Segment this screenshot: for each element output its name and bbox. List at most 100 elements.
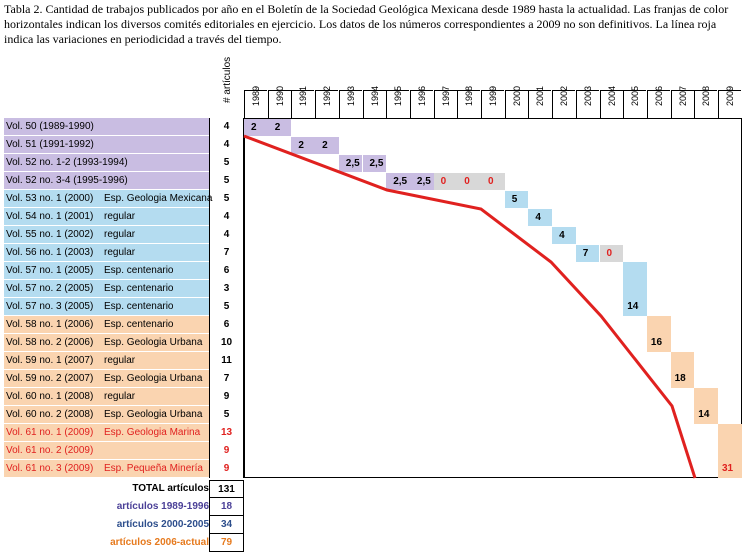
- year-cell: 0: [481, 173, 505, 190]
- volume-label: Vol. 53 no. 1 (2000): [6, 193, 94, 204]
- total-value: 18: [209, 498, 244, 516]
- article-count: 7: [209, 370, 244, 388]
- issue-type: regular: [104, 247, 136, 258]
- issue-type: Esp. centenario: [104, 301, 174, 312]
- issue-type: Esp. Geologia Urbana: [104, 373, 203, 384]
- year-header-2001: 2001: [528, 86, 552, 118]
- table-row: Vol. 58 no. 1 (2006) Esp. centenario: [4, 316, 209, 334]
- volume-label: Vol. 54 no. 1 (2001): [6, 211, 94, 222]
- issue-type: regular: [104, 355, 136, 366]
- article-count: 5: [209, 190, 244, 208]
- issue-type: Esp. centenario: [104, 283, 174, 294]
- article-count: 4: [209, 136, 244, 154]
- total-label: artículos 2000-2005: [116, 519, 209, 530]
- volume-label: Vol. 59 no. 1 (2007): [6, 355, 94, 366]
- year-cell: 2,5: [362, 155, 387, 172]
- article-count: 9: [209, 442, 244, 460]
- year-cell: 2,5: [386, 173, 410, 190]
- total-label: TOTAL artículos: [132, 483, 209, 494]
- year-header-1996: 1996: [409, 86, 433, 118]
- issue-type: Esp. centenario: [104, 265, 174, 276]
- article-count: 5: [209, 154, 244, 172]
- volume-label: Vol. 55 no. 1 (2002): [6, 229, 94, 240]
- table-row: Vol. 59 no. 1 (2007) regular: [4, 352, 209, 370]
- year-span-cell: 14: [623, 262, 647, 316]
- year-header-1993: 1993: [338, 86, 362, 118]
- year-cell: 4: [528, 209, 553, 226]
- volume-label: Vol. 57 no. 1 (2005): [6, 265, 94, 276]
- issue-type: Esp. Geologia Urbana: [104, 409, 203, 420]
- volume-label: Vol. 61 no. 2 (2009): [6, 445, 94, 456]
- volume-label: Vol. 59 no. 2 (2007): [6, 373, 94, 384]
- article-count: 6: [209, 316, 244, 334]
- table-row: Vol. 61 no. 2 (2009): [4, 442, 209, 460]
- issue-type: regular: [104, 391, 136, 402]
- volume-label: Vol. 56 no. 1 (2003): [6, 247, 94, 258]
- article-count: 9: [209, 460, 244, 478]
- year-span-cell: 14: [694, 388, 718, 424]
- table-row: Vol. 52 no. 3-4 (1995-1996): [4, 172, 209, 190]
- article-count: 11: [209, 352, 244, 370]
- year-header-2004: 2004: [599, 86, 623, 118]
- issue-type: Esp. Pequeña Minería: [104, 463, 203, 474]
- total-value: 131: [209, 480, 244, 498]
- article-count: 4: [209, 118, 244, 136]
- volume-label: Vol. 52 no. 3-4 (1995-1996): [6, 175, 128, 186]
- article-count: 4: [209, 208, 244, 226]
- year-cell: 2: [291, 137, 316, 154]
- table-row: Vol. 54 no. 1 (2001) regular: [4, 208, 209, 226]
- year-span-cell: 31: [718, 424, 742, 478]
- table-row: Vol. 57 no. 2 (2005) Esp. centenario: [4, 280, 209, 298]
- table-row: Vol. 59 no. 2 (2007) Esp. Geologia Urbana: [4, 370, 209, 388]
- table-row: Vol. 57 no. 3 (2005) Esp. centenario: [4, 298, 209, 316]
- total-label: artículos 1989-1996: [116, 501, 209, 512]
- total-value: 79: [209, 534, 244, 552]
- table-row: Vol. 51 (1991-1992): [4, 136, 209, 154]
- issue-type: Esp. centenario: [104, 319, 174, 330]
- volume-label: Vol. 58 no. 2 (2006): [6, 337, 94, 348]
- table-row: Vol. 60 no. 1 (2008) regular: [4, 388, 209, 406]
- year-cell: 2: [315, 137, 339, 154]
- table-caption: Tabla 2. Cantidad de trabajos publicados…: [4, 2, 729, 46]
- year-cell: 0: [599, 245, 624, 262]
- year-cell: 2,5: [338, 155, 363, 172]
- volume-label: Vol. 50 (1989-1990): [6, 121, 94, 132]
- article-count: 5: [209, 406, 244, 424]
- year-cell: 2: [244, 119, 268, 136]
- year-header-1998: 1998: [457, 86, 481, 118]
- year-header-1999: 1999: [481, 86, 504, 118]
- publication-grid: [244, 118, 742, 478]
- volume-label: Vol. 57 no. 3 (2005): [6, 301, 94, 312]
- year-header-1992: 1992: [315, 86, 339, 118]
- article-count: 7: [209, 244, 244, 262]
- table-row: Vol. 50 (1989-1990): [4, 118, 209, 136]
- year-cell: 2,5: [409, 173, 434, 190]
- year-cell: 2: [267, 119, 292, 136]
- table-row: Vol. 53 no. 1 (2000) Esp. Geologia Mexica…: [4, 190, 212, 208]
- year-header-2005: 2005: [623, 86, 647, 118]
- year-cell: 4: [552, 227, 576, 244]
- year-span-cell: 16: [646, 316, 671, 352]
- table-row: Vol. 56 no. 1 (2003) regular: [4, 244, 209, 262]
- year-header-1989: 1989: [244, 86, 267, 118]
- table-row: Vol. 58 no. 2 (2006) Esp. Geologia Urbana: [4, 334, 209, 352]
- year-header-1994: 1994: [362, 86, 386, 118]
- article-count: 10: [209, 334, 244, 352]
- year-header-2007: 2007: [670, 86, 694, 118]
- table-row: Vol. 60 no. 2 (2008) Esp. Geologia Urbana: [4, 406, 209, 424]
- total-label: artículos 2006-actual: [110, 537, 209, 548]
- volume-label: Vol. 60 no. 1 (2008): [6, 391, 94, 402]
- article-count: 6: [209, 262, 244, 280]
- volume-label: Vol. 51 (1991-1992): [6, 139, 94, 150]
- table-row: Vol. 57 no. 1 (2005) Esp. centenario: [4, 262, 209, 280]
- year-cell: 0: [457, 173, 481, 190]
- total-value: 34: [209, 516, 244, 534]
- table-row: Vol. 55 no. 1 (2002) regular: [4, 226, 209, 244]
- year-header-1990: 1990: [267, 86, 291, 118]
- year-cell: 5: [504, 191, 529, 208]
- volume-label: Vol. 57 no. 2 (2005): [6, 283, 94, 294]
- article-count: 5: [209, 298, 244, 316]
- year-header-2009: 2009: [718, 86, 741, 118]
- table-row: Vol. 61 no. 1 (2009) Esp. Geologia Marina: [4, 424, 209, 442]
- issue-type: regular: [104, 211, 136, 222]
